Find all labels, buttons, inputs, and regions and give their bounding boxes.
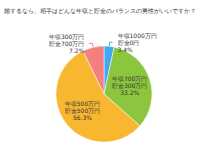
svg-text:貯金700万円: 貯金700万円	[49, 40, 84, 47]
svg-text:年収300万円: 年収300万円	[49, 33, 84, 40]
svg-text:貯金500万円: 貯金500万円	[65, 107, 100, 114]
svg-text:貯金0円: 貯金0円	[118, 39, 140, 46]
svg-text:婚するなら、相手はどんな年収と貯金のバランスの男性がいいです: 婚するなら、相手はどんな年収と貯金のバランスの男性がいいですか？	[4, 7, 196, 15]
svg-text:56.3%: 56.3%	[73, 114, 92, 121]
svg-text:33.2%: 33.2%	[120, 89, 139, 96]
svg-text:年収1000万円: 年収1000万円	[118, 32, 157, 39]
svg-text:3.4%: 3.4%	[118, 46, 134, 53]
svg-text:年収500万円: 年収500万円	[65, 100, 100, 107]
svg-text:貯金300万円: 貯金300万円	[112, 82, 147, 89]
svg-text:7.2%: 7.2%	[69, 47, 85, 54]
svg-text:年収700万円: 年収700万円	[112, 75, 147, 82]
